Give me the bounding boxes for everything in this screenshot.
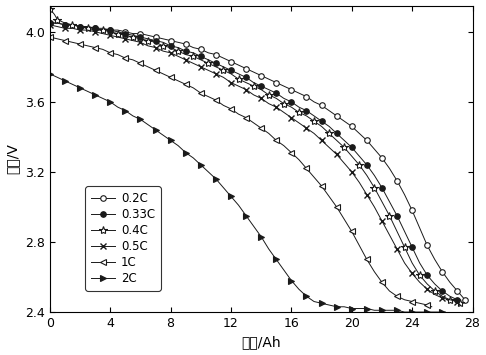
0.33C (304, 109, 310, 113)
2C (266, 247, 272, 251)
0.5C (304, 126, 310, 130)
0.4C (457, 301, 463, 305)
2C (442, 310, 448, 314)
0.2C (69, 23, 75, 27)
0.33C (319, 119, 325, 123)
1C (281, 143, 287, 148)
X-axis label: 容量/Ah: 容量/Ah (242, 335, 281, 349)
0.33C (47, 21, 53, 25)
0.5C (54, 24, 60, 29)
0.2C (462, 297, 468, 302)
1C (77, 42, 83, 46)
2C (281, 268, 287, 272)
0.4C (153, 40, 158, 44)
0.2C (62, 23, 68, 27)
0.2C (228, 60, 234, 64)
0.5C (364, 192, 370, 197)
0.4C (62, 21, 68, 25)
1C (429, 305, 434, 309)
0.5C (319, 138, 325, 143)
Y-axis label: 电压/V: 电压/V (5, 143, 19, 174)
2C (198, 163, 204, 167)
0.33C (198, 54, 204, 59)
2C (289, 278, 295, 283)
0.4C (54, 17, 60, 22)
Line: 2C: 2C (47, 71, 448, 315)
0.2C (47, 21, 53, 25)
0.33C (457, 299, 463, 304)
2C (47, 72, 53, 76)
Line: 0.5C: 0.5C (47, 22, 462, 306)
0.2C (334, 114, 340, 118)
0.2C (160, 37, 166, 41)
Line: 0.33C: 0.33C (47, 20, 463, 304)
1C (183, 82, 189, 87)
Line: 0.4C: 0.4C (46, 5, 465, 307)
0.5C (198, 65, 204, 69)
2C (115, 105, 121, 109)
0.4C (221, 68, 226, 72)
0.5C (47, 23, 53, 27)
1C (296, 158, 302, 162)
0.33C (281, 96, 287, 100)
0.33C (364, 163, 370, 167)
0.5C (281, 110, 287, 115)
Legend: 0.2C, 0.33C, 0.4C, 0.5C, 1C, 2C: 0.2C, 0.33C, 0.4C, 0.5C, 1C, 2C (86, 186, 161, 291)
0.33C (54, 21, 60, 25)
Line: 0.2C: 0.2C (47, 20, 468, 302)
0.4C (47, 7, 53, 11)
1C (47, 35, 53, 39)
0.4C (334, 138, 340, 143)
0.2C (341, 119, 347, 123)
0.5C (456, 301, 462, 305)
2C (319, 301, 325, 305)
Line: 1C: 1C (47, 34, 434, 310)
1C (228, 107, 234, 111)
1C (401, 297, 407, 302)
0.4C (326, 131, 332, 136)
2C (401, 310, 407, 314)
